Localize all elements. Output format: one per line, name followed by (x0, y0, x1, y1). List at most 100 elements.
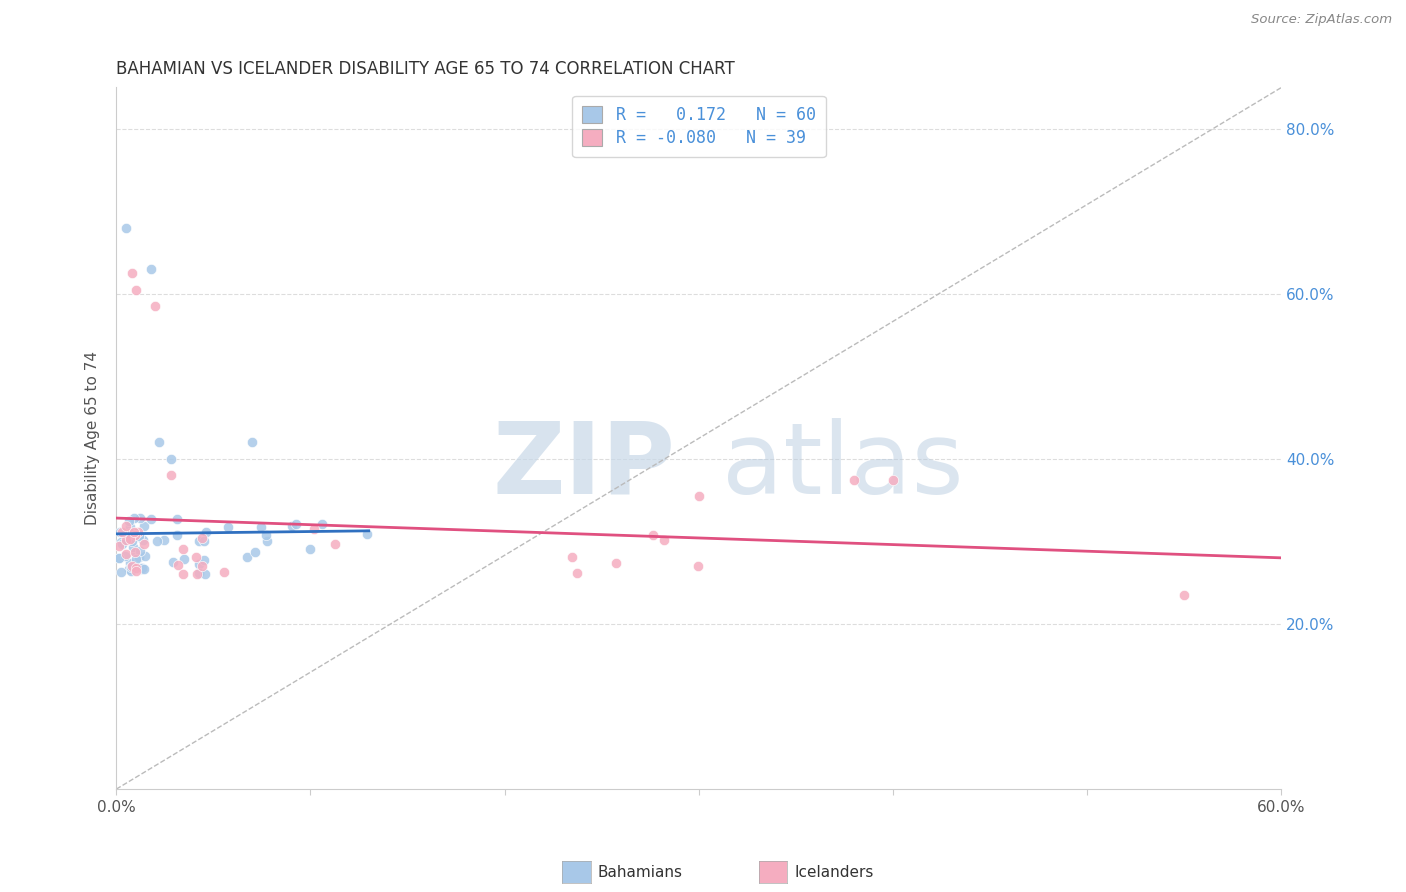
Point (118, 514, 141, 528)
Point (173, 566, 195, 581)
Point (128, 529, 150, 543)
Point (120, 520, 142, 534)
Y-axis label: Disability Age 65 to 74: Disability Age 65 to 74 (86, 351, 100, 525)
Point (118, 556, 141, 570)
Point (115, 519, 138, 533)
Point (311, 516, 333, 531)
Point (1173, 588, 1195, 602)
Point (132, 562, 155, 576)
Point (134, 519, 156, 533)
Point (561, 550, 583, 565)
Point (131, 562, 153, 576)
Point (117, 562, 139, 576)
Text: Source: ZipAtlas.com: Source: ZipAtlas.com (1251, 13, 1392, 27)
Point (107, 550, 129, 565)
Text: ZIP: ZIP (492, 417, 675, 515)
Point (139, 512, 162, 526)
Point (128, 550, 150, 565)
Point (188, 557, 211, 571)
Point (131, 560, 153, 574)
Point (195, 524, 218, 539)
Point (124, 545, 146, 559)
Point (110, 566, 132, 580)
Point (641, 528, 664, 542)
Point (325, 537, 347, 551)
Point (191, 559, 214, 574)
Point (120, 564, 142, 578)
Point (250, 520, 273, 534)
Point (187, 533, 209, 548)
Point (111, 524, 134, 539)
Point (125, 546, 148, 560)
Point (120, 560, 142, 574)
Point (565, 566, 588, 580)
Point (304, 522, 326, 536)
Point (122, 511, 145, 525)
Point (184, 549, 207, 564)
Point (844, 473, 866, 487)
Point (125, 283, 148, 297)
Point (121, 541, 143, 555)
Point (173, 552, 195, 566)
Point (188, 566, 211, 581)
Point (124, 530, 146, 544)
Point (159, 452, 181, 467)
Point (122, 559, 145, 574)
Point (145, 534, 167, 549)
Point (356, 527, 378, 541)
Point (191, 532, 214, 546)
Point (194, 567, 217, 582)
Point (143, 299, 166, 313)
Point (134, 537, 156, 551)
Point (688, 559, 710, 574)
Point (281, 518, 304, 533)
Point (128, 527, 150, 541)
Point (111, 537, 134, 551)
Point (243, 544, 266, 558)
Point (688, 489, 710, 503)
Point (166, 528, 188, 542)
Point (107, 551, 129, 566)
Text: Icelanders: Icelanders (794, 865, 873, 880)
Point (118, 525, 141, 540)
Text: Bahamians: Bahamians (598, 865, 682, 880)
Point (134, 549, 156, 563)
Point (254, 527, 277, 541)
Point (166, 512, 188, 526)
Point (122, 558, 145, 573)
Point (122, 526, 145, 541)
Point (240, 435, 263, 450)
Point (121, 559, 143, 574)
Text: BAHAMIAN VS ICELANDER DISABILITY AGE 65 TO 74 CORRELATION CHART: BAHAMIAN VS ICELANDER DISABILITY AGE 65 … (117, 60, 735, 78)
Point (124, 552, 146, 566)
Point (114, 549, 136, 563)
Point (172, 541, 194, 556)
Point (129, 543, 152, 558)
Point (882, 473, 904, 487)
Point (166, 558, 188, 572)
Point (125, 561, 148, 575)
Point (256, 533, 278, 548)
Point (127, 524, 149, 539)
Point (132, 533, 155, 547)
Point (107, 539, 129, 553)
Point (121, 266, 143, 280)
Point (121, 534, 143, 549)
Point (127, 561, 149, 575)
Point (162, 555, 184, 569)
Point (186, 566, 208, 581)
Point (605, 557, 627, 571)
Point (118, 532, 141, 546)
Point (159, 468, 181, 483)
Point (193, 534, 215, 549)
Point (212, 565, 235, 579)
Point (115, 533, 138, 547)
Point (141, 262, 163, 277)
Point (193, 553, 215, 567)
Point (115, 547, 138, 561)
Point (148, 435, 170, 450)
Point (235, 550, 257, 565)
Point (152, 533, 174, 548)
Point (285, 516, 308, 531)
Point (110, 534, 132, 549)
